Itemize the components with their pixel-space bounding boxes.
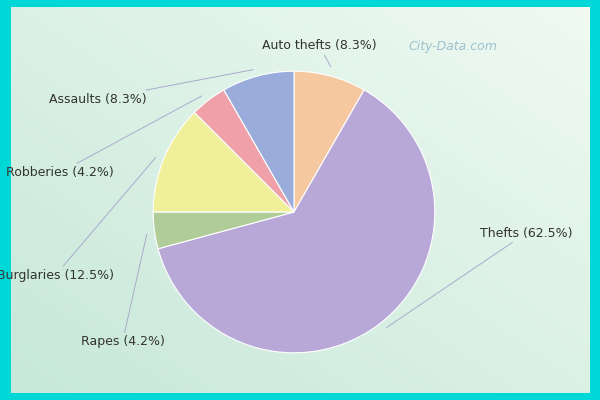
Wedge shape — [153, 212, 294, 249]
Wedge shape — [158, 90, 435, 353]
Text: Burglaries (12.5%): Burglaries (12.5%) — [0, 158, 155, 282]
Text: Robberies (4.2%): Robberies (4.2%) — [6, 96, 202, 179]
Text: City-Data.com: City-Data.com — [408, 40, 497, 53]
Wedge shape — [194, 90, 294, 212]
Wedge shape — [224, 71, 294, 212]
Text: Assaults (8.3%): Assaults (8.3%) — [49, 70, 253, 106]
Wedge shape — [294, 71, 364, 212]
Wedge shape — [153, 112, 294, 212]
Text: Auto thefts (8.3%): Auto thefts (8.3%) — [262, 39, 377, 67]
Text: Rapes (4.2%): Rapes (4.2%) — [80, 234, 164, 348]
Text: Thefts (62.5%): Thefts (62.5%) — [386, 227, 572, 328]
